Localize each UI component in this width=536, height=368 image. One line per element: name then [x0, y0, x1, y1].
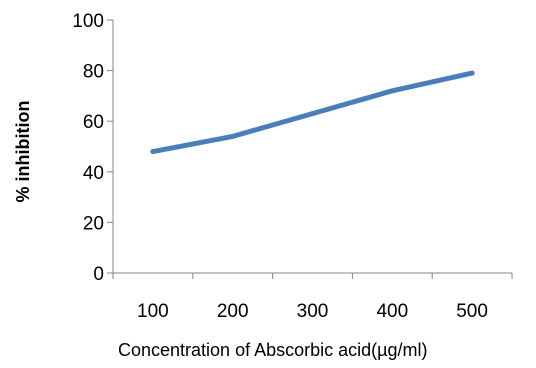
y-tick-label: 60 [83, 112, 104, 133]
axes [112, 20, 512, 274]
y-tick-label: 20 [83, 213, 104, 234]
series-layer [150, 70, 475, 155]
x-ticks: 100 200 300 400 500 [112, 273, 513, 322]
x-tick-label: 100 [137, 301, 169, 322]
data-point [310, 111, 315, 117]
x-tick-label: 200 [217, 301, 249, 322]
x-tick-label: 300 [297, 301, 329, 322]
x-axis-title: Concentration of Abscorbic acid(µg/ml) [118, 340, 428, 360]
y-tick-label: 80 [83, 62, 104, 83]
y-axis-title: % inhibition [13, 101, 33, 203]
y-tick-label: 100 [72, 11, 104, 32]
data-point [469, 70, 475, 76]
x-tick-label: 400 [376, 301, 408, 322]
data-point [150, 149, 156, 155]
y-ticks: 0 20 40 60 80 100 [72, 11, 113, 285]
y-tick-label: 0 [93, 264, 104, 285]
data-point [230, 133, 236, 139]
x-tick-label: 500 [456, 301, 488, 322]
data-point [389, 88, 395, 94]
y-tick-label: 40 [83, 163, 104, 184]
